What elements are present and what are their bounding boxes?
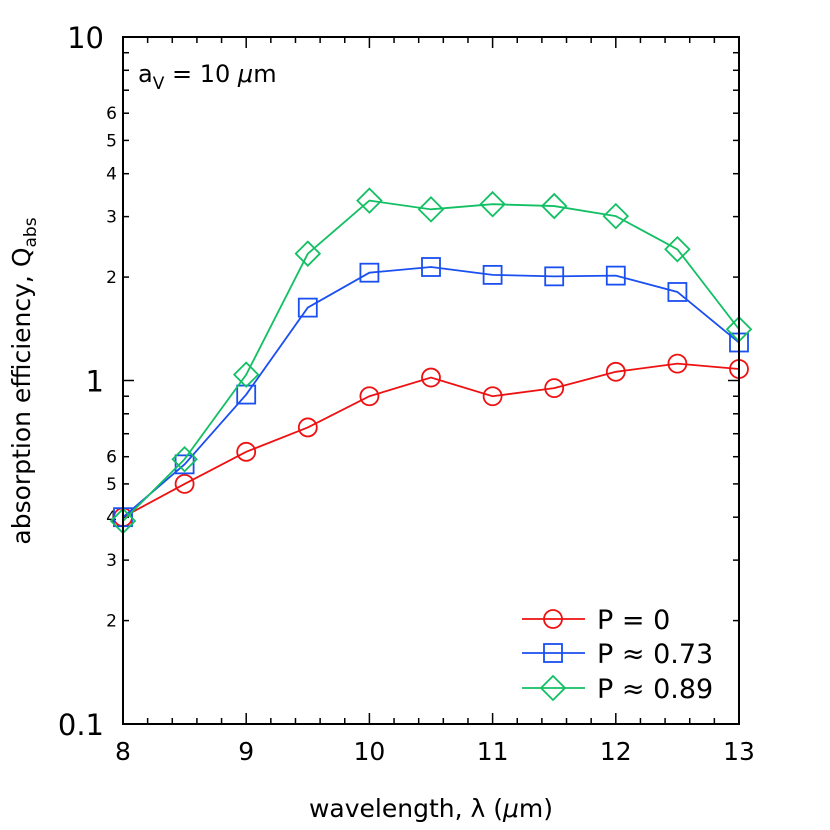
y-minor-tick-label: 5	[106, 475, 117, 495]
diamond-marker	[540, 192, 568, 220]
diamond-marker	[417, 196, 445, 223]
circle-marker	[421, 367, 441, 388]
x-axis-label: wavelength, λ (μm)	[309, 794, 553, 823]
y-minor-tick-label: 6	[106, 104, 117, 124]
y-minor-tick-label: 5	[106, 131, 117, 151]
diamond-marker	[602, 202, 630, 230]
y-minor-tick-label: 4	[106, 508, 117, 528]
size-annotation: aV = 10 μm	[138, 60, 277, 94]
circle-marker	[359, 386, 380, 407]
x-tick-label: 9	[238, 737, 254, 766]
x-tick-label: 10	[353, 737, 385, 766]
legend-label: P ≈ 0.89	[597, 674, 713, 705]
circle-marker	[543, 609, 563, 629]
y-minor-tick-label: 2	[106, 612, 117, 632]
y-minor-tick-label: 3	[106, 208, 117, 228]
square-marker	[543, 643, 563, 663]
y-minor-tick-label: 3	[106, 551, 117, 571]
series-line	[122, 199, 740, 522]
legend-item: P = 0	[522, 605, 670, 636]
circle-marker	[236, 441, 257, 462]
y-major-tick-label: 0.1	[58, 708, 104, 742]
legend-label: P = 0	[597, 605, 670, 636]
square-marker	[174, 454, 195, 475]
data-series	[109, 187, 753, 535]
axis-tick-labels: 8 9 10 11 12 13 0.1 1 10 2 3 4 5 6 2 3 4 5 6	[58, 21, 755, 766]
series-diamond	[109, 187, 753, 535]
circle-marker	[174, 474, 195, 494]
y-axis-label: absorption efficiency, Qabs	[7, 217, 41, 544]
series-square	[113, 257, 749, 528]
square-marker	[421, 257, 441, 277]
legend-label: P ≈ 0.73	[597, 639, 713, 670]
x-tick-label: 11	[477, 737, 509, 766]
series-line	[122, 266, 740, 518]
y-minor-tick-label: 6	[106, 448, 117, 468]
x-tick-label: 8	[115, 737, 131, 766]
square-marker	[544, 266, 565, 287]
x-tick-label: 12	[600, 737, 632, 766]
circle-marker	[297, 417, 318, 438]
diamond-marker	[171, 445, 198, 473]
diamond-marker	[294, 240, 322, 267]
diamond-marker	[356, 187, 383, 214]
y-major-tick-label: 10	[67, 21, 104, 55]
series-line	[122, 362, 740, 518]
square-marker	[482, 264, 503, 285]
square-marker	[297, 297, 318, 318]
legend: P = 0P ≈ 0.73 P ≈ 0.89	[522, 605, 713, 705]
y-minor-tick-label: 2	[106, 268, 117, 288]
circle-marker	[667, 353, 688, 374]
series-circle	[113, 353, 749, 528]
diamond-marker	[539, 674, 567, 702]
square-marker	[667, 282, 688, 302]
y-major-tick-label: 1	[86, 365, 104, 399]
plot-frame	[122, 36, 740, 725]
circle-marker	[482, 386, 503, 407]
legend-item: P ≈ 0.73	[522, 639, 713, 670]
circle-marker	[544, 378, 565, 399]
diamond-marker	[232, 361, 260, 388]
circle-marker	[605, 361, 626, 382]
legend-item: P ≈ 0.89	[522, 674, 713, 705]
x-tick-label: 13	[723, 737, 755, 766]
diamond-marker	[664, 236, 691, 263]
square-marker	[605, 265, 626, 286]
diamond-marker	[479, 190, 506, 218]
square-marker	[359, 262, 380, 283]
y-minor-tick-label: 4	[106, 165, 117, 185]
